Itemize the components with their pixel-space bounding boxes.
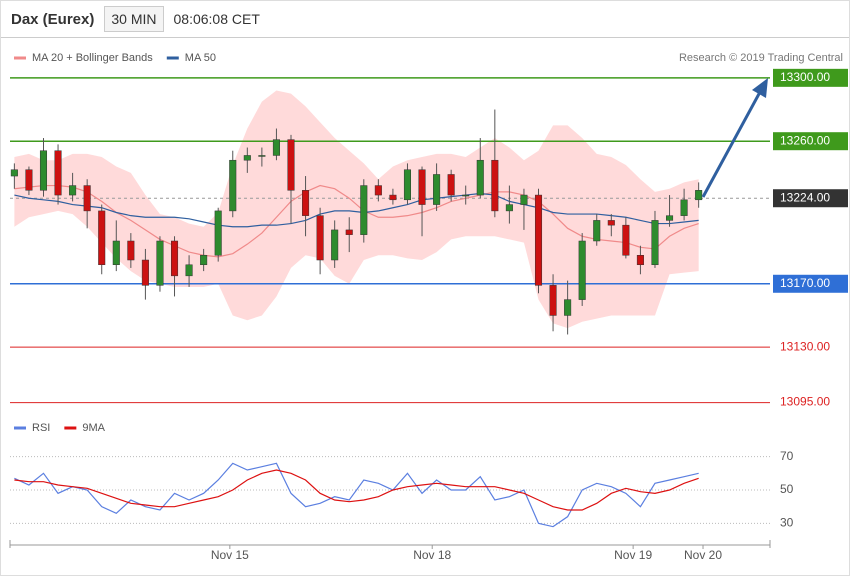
bollinger-band xyxy=(14,90,699,329)
candle-body xyxy=(214,210,222,256)
candle-body xyxy=(695,190,703,201)
candle-body xyxy=(185,264,193,277)
instrument-title: Dax (Eurex) xyxy=(11,10,95,28)
legend-label: MA 20 + Bollinger Bands xyxy=(32,52,153,64)
projection-arrow-head xyxy=(752,78,768,98)
candle-body xyxy=(651,220,659,266)
level-label: 13300.00 xyxy=(780,70,830,84)
candle-body xyxy=(564,299,572,316)
legend-label: RSI xyxy=(32,422,50,434)
candle-body xyxy=(360,185,368,235)
candle-body xyxy=(607,220,615,226)
candle-body xyxy=(170,240,179,277)
y-tick-label: 50 xyxy=(780,482,794,496)
candle-body xyxy=(389,194,397,201)
y-tick-label: 70 xyxy=(780,449,794,463)
candle-body xyxy=(403,169,411,201)
indicator-line xyxy=(14,469,699,511)
legend-label: 9MA xyxy=(82,422,105,434)
x-tick-label: Nov 18 xyxy=(413,548,451,562)
candle-body xyxy=(127,240,135,261)
candle-body xyxy=(345,229,353,235)
candle-body xyxy=(25,169,33,191)
candle-body xyxy=(200,255,208,266)
candle-body xyxy=(229,159,237,212)
candle-body xyxy=(433,174,441,205)
candle-body xyxy=(243,155,251,161)
candle-body xyxy=(578,240,586,300)
candle-body xyxy=(520,194,528,205)
candle-body xyxy=(666,215,674,221)
candle-body xyxy=(287,139,295,191)
level-label: 13224.00 xyxy=(780,190,830,204)
level-label: 13095.00 xyxy=(780,395,830,409)
candle-body xyxy=(141,259,149,286)
candle-body xyxy=(505,204,513,212)
candle-body xyxy=(54,150,62,196)
candle-body xyxy=(258,155,266,157)
level-label: 13260.00 xyxy=(780,133,830,147)
ma-line xyxy=(14,184,699,258)
level-tag xyxy=(773,132,848,151)
candle-body xyxy=(549,285,557,316)
candle-body xyxy=(418,169,426,205)
candle-body xyxy=(98,210,106,266)
candle-body xyxy=(39,150,48,191)
credit: Research © 2019 Trading Central xyxy=(679,52,843,64)
y-tick-label: 30 xyxy=(780,516,794,530)
candle-body xyxy=(447,174,455,196)
candle-body xyxy=(69,185,77,196)
candle-body xyxy=(476,159,484,196)
level-label: 13170.00 xyxy=(780,276,830,290)
candle-body xyxy=(622,224,630,256)
candle-body xyxy=(462,194,470,197)
candle-body xyxy=(302,190,310,216)
candle-body xyxy=(680,199,688,216)
candle-body xyxy=(83,185,91,212)
candle-body xyxy=(316,215,324,261)
candle-body xyxy=(272,139,280,156)
time: 08:06:08 CET xyxy=(173,11,260,27)
ma-line xyxy=(14,192,699,228)
projection-arrow xyxy=(701,91,762,198)
candle-body xyxy=(112,240,120,266)
candle-body xyxy=(331,229,339,261)
x-tick-label: Nov 20 xyxy=(684,548,722,562)
candle-body xyxy=(534,194,543,286)
indicator-line xyxy=(14,462,699,528)
level-tag xyxy=(773,189,848,208)
level-tag xyxy=(773,68,848,87)
level-label: 13130.00 xyxy=(780,339,830,353)
interval-button[interactable]: 30 MIN xyxy=(104,6,164,32)
candle-body xyxy=(593,220,601,242)
level-tag xyxy=(773,274,848,293)
x-tick-label: Nov 15 xyxy=(211,548,249,562)
x-tick-label: Nov 19 xyxy=(614,548,652,562)
candle-body xyxy=(156,240,164,286)
candle-body xyxy=(374,185,382,196)
candle-body xyxy=(10,169,18,177)
legend-label: MA 50 xyxy=(185,52,216,64)
candle-body xyxy=(491,159,499,212)
candle-body xyxy=(636,255,644,266)
